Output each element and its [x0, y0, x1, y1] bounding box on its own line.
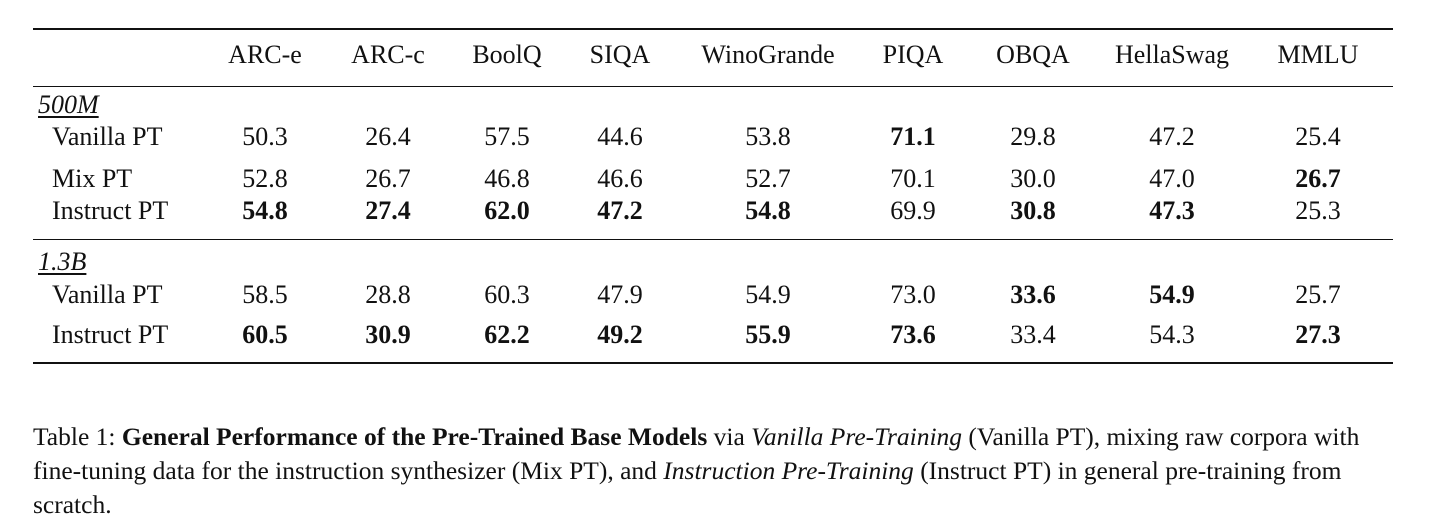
row-label: Mix PT [52, 164, 133, 193]
table-cell: 54.8 [745, 196, 791, 225]
table-cell: 54.9 [1149, 280, 1195, 309]
table-cell: 26.7 [365, 164, 411, 193]
caption-text-2: (Vanilla PT), mixing raw corpora with fi… [33, 421, 1360, 485]
caption-text-1: via [707, 421, 752, 451]
row-label: Vanilla PT [52, 280, 163, 309]
table-cell: 25.7 [1295, 280, 1341, 309]
table-cell: 58.5 [242, 280, 288, 309]
table-cell: 52.7 [745, 164, 791, 193]
table-cell: 49.2 [597, 320, 643, 349]
table-cell: 54.8 [242, 196, 288, 225]
table-cell: 50.3 [242, 122, 288, 151]
group-label: 1.3B [38, 247, 87, 276]
column-header-arc-c: ARC-c [351, 40, 425, 69]
column-header-hellaswag: HellaSwag [1114, 40, 1230, 69]
table-cell: 62.0 [484, 196, 530, 225]
table-cell: 52.8 [242, 164, 288, 193]
row-label: Instruct PT [52, 196, 169, 225]
column-header-siqa: SIQA [589, 40, 651, 69]
group-label: 500M [38, 90, 99, 119]
caption-bold-title: General Performance of the Pre-Trained B… [121, 421, 708, 451]
table-cell: 33.6 [1010, 280, 1056, 309]
table-cell: 33.4 [1010, 320, 1056, 349]
table-cell: 53.8 [745, 122, 791, 151]
column-header-obqa: OBQA [996, 40, 1070, 69]
table-cell: 30.9 [365, 320, 411, 349]
table-cell: 73.6 [890, 320, 936, 349]
header-rule [33, 86, 1393, 87]
table-cell: 62.2 [484, 320, 530, 349]
table-cell: 73.0 [890, 280, 936, 309]
table-cell: 29.8 [1010, 122, 1056, 151]
table-cell: 25.4 [1295, 122, 1341, 151]
table-cell: 60.3 [484, 280, 530, 309]
table-bottom-rule [33, 362, 1393, 364]
table-cell: 69.9 [890, 196, 936, 225]
group-divider-rule [33, 239, 1393, 240]
table-cell: 25.3 [1295, 196, 1341, 225]
table-cell: 57.5 [484, 122, 530, 151]
table-cell: 47.0 [1149, 164, 1195, 193]
row-label: Vanilla PT [52, 122, 163, 151]
table-cell: 28.8 [365, 280, 411, 309]
table-cell: 70.1 [890, 164, 936, 193]
caption-italic-2: Instruction Pre-Training [663, 455, 914, 485]
column-header-mmlu: MMLU [1277, 40, 1359, 69]
caption-prefix: Table 1: [33, 421, 122, 451]
column-header-boolq: BoolQ [472, 40, 542, 69]
table-caption: Table 1: General Performance of the Pre-… [33, 420, 1395, 522]
table-cell: 71.1 [890, 122, 936, 151]
table-cell: 47.3 [1149, 196, 1195, 225]
column-header-winogrande: WinoGrande [701, 40, 835, 69]
table-cell: 47.2 [597, 196, 643, 225]
table-cell: 30.0 [1010, 164, 1056, 193]
table-cell: 47.9 [597, 280, 643, 309]
table-cell: 44.6 [597, 122, 643, 151]
table-cell: 30.8 [1010, 196, 1056, 225]
table-cell: 26.4 [365, 122, 411, 151]
table-cell: 60.5 [242, 320, 288, 349]
caption-italic-1: Vanilla Pre-Training [751, 421, 963, 451]
table-cell: 54.3 [1149, 320, 1195, 349]
table-top-rule [33, 28, 1393, 30]
row-label: Instruct PT [52, 320, 169, 349]
table-cell: 47.2 [1149, 122, 1195, 151]
table-cell: 55.9 [745, 320, 791, 349]
table-cell: 27.3 [1295, 320, 1341, 349]
table-cell: 27.4 [365, 196, 411, 225]
column-header-arc-e: ARC-e [228, 40, 302, 69]
table-cell: 26.7 [1295, 164, 1341, 193]
table-cell: 46.8 [484, 164, 530, 193]
table-cell: 54.9 [745, 280, 791, 309]
column-header-piqa: PIQA [882, 40, 944, 69]
table-cell: 46.6 [597, 164, 643, 193]
